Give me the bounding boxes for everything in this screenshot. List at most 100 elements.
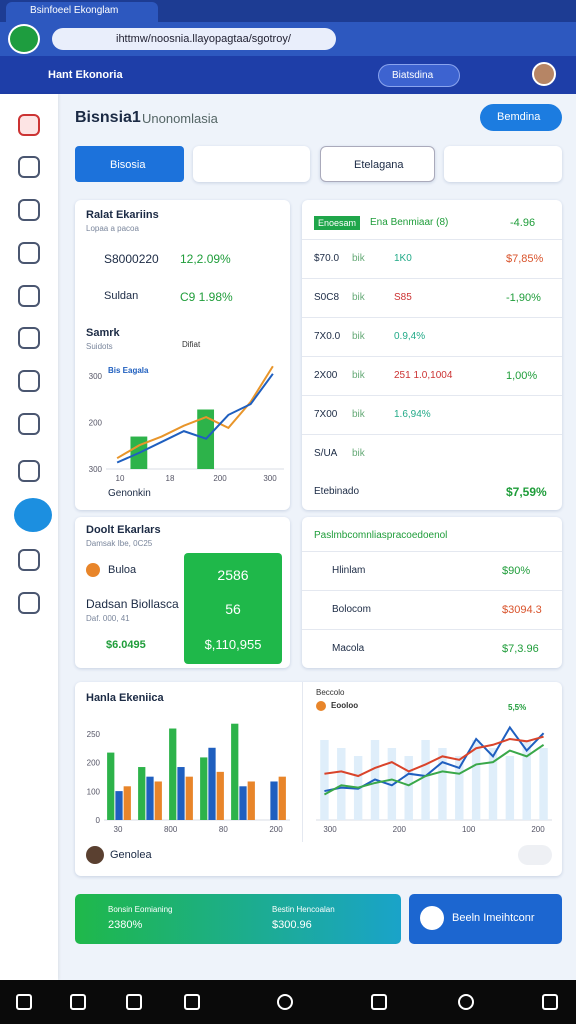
chart: 300 200 100 200 [316,725,552,834]
y-label: 100 [87,787,101,796]
tag: bik [352,409,365,420]
sidebar [0,94,58,980]
pct: -1,90% [506,292,541,304]
nav-home[interactable] [126,994,142,1010]
sidebar-icon [18,156,40,178]
banner-label: Bestin Hencoalan [272,905,335,914]
y-label: 300 [89,465,103,474]
row-value: C9 1.98% [180,290,233,304]
sidebar-icon [18,327,40,349]
x-label: 10 [116,474,125,483]
logo [8,24,40,54]
row-label: S8000220 [104,252,159,266]
pct: $7,85% [506,253,544,265]
nav-home[interactable] [70,994,86,1010]
box-value: 56 [225,601,241,617]
mid: 251 1.0,1004 [394,370,453,381]
line [116,373,274,464]
nav-chat[interactable] [458,994,474,1010]
url-field[interactable] [52,28,336,50]
chart-subtitle: Suidots [86,342,113,351]
button-icon [420,906,444,930]
card-title: Paslmbcomnliaspracoedoenol [314,530,448,541]
mid: S85 [394,292,412,303]
y-label: 200 [89,419,103,428]
box-value: 2586 [217,567,249,583]
sidebar-icon [18,242,40,264]
nav-gallery[interactable] [542,994,558,1010]
banner-value: 2380% [108,919,143,931]
footer-label: Etebinado [314,486,360,497]
dropdown[interactable] [193,146,310,182]
backdrop-bar [337,748,346,820]
primary-button[interactable] [480,104,562,131]
bar [177,767,185,820]
value: $7,3.96 [502,643,539,655]
x-label: 200 [531,825,545,834]
tab-label: Bisosia [110,159,146,171]
table-row: 2X00 bik 251 1.0,1004 1,00% [302,356,562,395]
bar [247,781,255,820]
list-row: Macola $7,3.96 [302,629,562,668]
y-label: 300 [89,372,103,381]
sidebar-icon [18,285,40,307]
mid: 1K0 [394,253,412,264]
bar [278,776,286,820]
nav-clock[interactable] [277,994,293,1010]
chip[interactable] [518,845,552,865]
tab[interactable] [320,146,435,182]
list-row: Hlinlam $90% [302,551,562,590]
x-label: 200 [269,825,283,834]
chart-title: Beccolo [316,688,345,697]
summary-card [75,200,290,510]
tab-active[interactable] [75,146,184,182]
code: $70.0 [314,253,340,264]
x-label: 200 [213,474,227,483]
sidebar-icon [18,592,40,614]
bar [200,757,208,820]
box-value: $,110,955 [204,637,262,652]
header-button[interactable] [378,64,460,87]
tag: bik [352,448,365,459]
card-title: Ralat Ekariins [86,209,159,221]
backdrop-bar [522,740,531,820]
chart: 300 200 300 10 18 200 300 [89,365,284,483]
table-row: $70.0 bik 1K0 $7,85% [302,239,562,278]
chart-card [75,682,562,876]
x-label: 200 [393,825,407,834]
bar [169,728,177,820]
x-label: 300 [323,825,337,834]
legend: Difiat [182,340,201,349]
code: 7X00 [314,409,338,420]
legend: Eooloo [331,701,359,710]
chart-title: Hanla Ekeniica [86,692,164,704]
dropdown[interactable] [444,146,562,182]
nav-recent[interactable] [371,994,387,1010]
chart-title: Samrk [86,327,120,339]
backdrop-bar [488,748,498,820]
mid: 0.9,4% [394,331,426,342]
bar [138,767,146,820]
url: ihttmw/noosnia.llayopagtaa/sgotroy/ [116,33,291,45]
bar [270,781,278,820]
page-title: Bisnsia1 [75,109,141,126]
mid: 1.6,94% [394,409,431,420]
tab[interactable] [6,2,158,22]
nav-back[interactable] [16,994,32,1010]
value: $3094.3 [502,604,542,616]
label: Hlinlam [332,565,366,576]
nav-play[interactable] [184,994,200,1010]
avatar[interactable] [532,62,556,86]
sidebar-active[interactable] [14,498,52,532]
backdrop-bar [421,740,430,820]
item: Buloa [108,564,137,576]
chart-footer: Genonkin [108,488,151,499]
y-label: 200 [87,759,101,768]
banner-button-label: Beeln Imeihtconr [452,912,535,924]
backdrop-bar [387,748,397,820]
table-row: 7X0.0 bik 0.9,4% [302,317,562,356]
card-subtitle: Lopaa a pacoa [86,224,139,233]
chart: 250 200 100 0 30 800 80 200 [87,723,290,834]
heading: Dadsan Biollasca [86,597,179,611]
